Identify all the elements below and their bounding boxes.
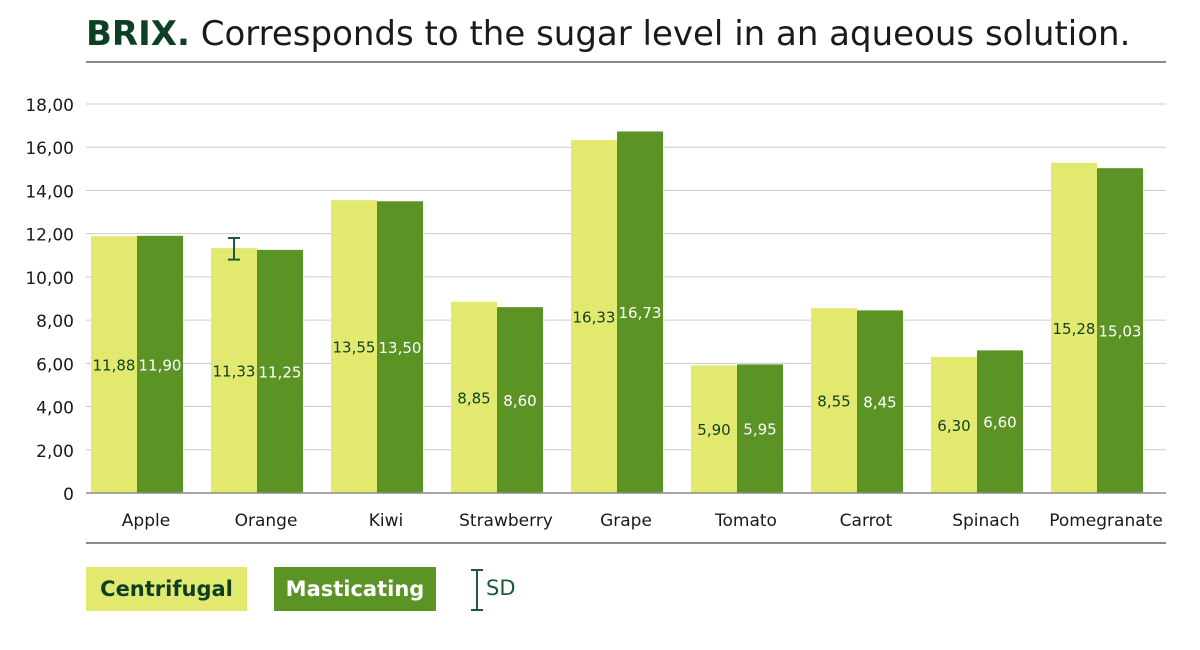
x-tick-label: Grape (600, 511, 652, 531)
bar-masticating-kiwi (377, 201, 423, 493)
data-label: 15,28 (1053, 320, 1096, 338)
y-tick-label: 10,00 (25, 269, 74, 289)
bar-masticating-grape (617, 131, 663, 493)
bar-masticating-apple (137, 235, 183, 494)
x-tick-label: Tomato (714, 511, 777, 531)
bar-masticating-tomato (737, 364, 783, 493)
data-label: 15,03 (1099, 323, 1142, 341)
y-tick-label: 12,00 (25, 226, 74, 246)
bar-masticating-strawberry (497, 307, 543, 493)
x-tick-label: Pomegranate (1049, 511, 1163, 531)
bar-masticating-pomegranate (1097, 168, 1143, 493)
data-label: 16,33 (573, 309, 616, 327)
bar-centrifugal-orange (211, 248, 257, 493)
x-tick-label: Spinach (952, 511, 1020, 531)
bar-centrifugal-apple (91, 236, 137, 493)
chart-title: BRIX. Corresponds to the sugar level in … (86, 14, 1130, 54)
bar-centrifugal-pomegranate (1051, 162, 1097, 493)
data-label: 11,25 (259, 363, 302, 381)
data-label: 8,55 (817, 393, 850, 411)
y-tick-label: 0 (63, 485, 74, 505)
data-label: 5,95 (743, 421, 776, 439)
brix-bar-chart: 0 2,00 4,00 6,00 8,00 10,00 12,00 14,00 16,00 18,… (25, 96, 1166, 531)
x-tick-label: Apple (122, 511, 170, 531)
bar-centrifugal-spinach (931, 356, 977, 493)
y-tick-label: 8,00 (36, 312, 74, 332)
data-label: 8,60 (503, 392, 536, 410)
data-label: 13,55 (333, 339, 376, 357)
data-label: 11,33 (213, 363, 256, 381)
data-label: 11,90 (139, 356, 182, 374)
chart-title-rest: Corresponds to the sugar level in an aqu… (189, 14, 1131, 54)
bar-masticating-spinach (977, 350, 1023, 493)
y-tick-label: 6,00 (36, 355, 74, 375)
bar-centrifugal-tomato (691, 365, 737, 493)
legend-masticating: Masticating (274, 567, 436, 611)
data-label: 6,60 (983, 414, 1016, 432)
legend-centrifugal: Centrifugal (86, 567, 247, 611)
bar-centrifugal-kiwi (331, 200, 377, 494)
x-tick-label: Carrot (840, 511, 893, 531)
y-tick-label: 18,00 (25, 96, 74, 116)
y-tick-label: 2,00 (36, 442, 74, 462)
data-label: 8,85 (457, 389, 490, 407)
bar-centrifugal-grape (571, 140, 617, 493)
y-tick-label: 4,00 (36, 399, 74, 419)
x-tick-label: Strawberry (459, 511, 553, 531)
data-label: 6,30 (937, 417, 970, 435)
bar-centrifugal-carrot (811, 308, 857, 493)
legend-divider (86, 542, 1166, 544)
x-tick-label: Orange (235, 511, 298, 531)
y-tick-label: 16,00 (25, 139, 74, 159)
data-label: 5,90 (697, 421, 730, 439)
legend-sd-icon (471, 569, 483, 611)
bar-masticating-orange (257, 249, 303, 493)
bar-masticating-carrot (857, 310, 903, 493)
data-label: 16,73 (619, 304, 662, 322)
chart-title-bold: BRIX. (86, 14, 190, 54)
legend-sd-label: SD (486, 576, 516, 600)
data-label: 8,45 (863, 394, 896, 412)
data-label: 11,88 (93, 357, 136, 375)
title-divider (86, 61, 1166, 63)
y-tick-label: 14,00 (25, 182, 74, 202)
data-label: 13,50 (379, 339, 422, 357)
x-tick-label: Kiwi (369, 511, 404, 531)
bar-centrifugal-strawberry (451, 301, 497, 493)
